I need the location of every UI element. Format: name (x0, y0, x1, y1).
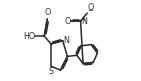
Text: N: N (81, 17, 87, 26)
Text: O: O (88, 3, 94, 12)
Text: HO: HO (23, 32, 35, 41)
Text: O: O (44, 8, 50, 17)
Text: N: N (63, 36, 69, 45)
Text: −: − (87, 8, 93, 14)
Text: +: + (81, 17, 87, 22)
Text: S: S (48, 67, 53, 76)
Text: O: O (64, 17, 71, 26)
